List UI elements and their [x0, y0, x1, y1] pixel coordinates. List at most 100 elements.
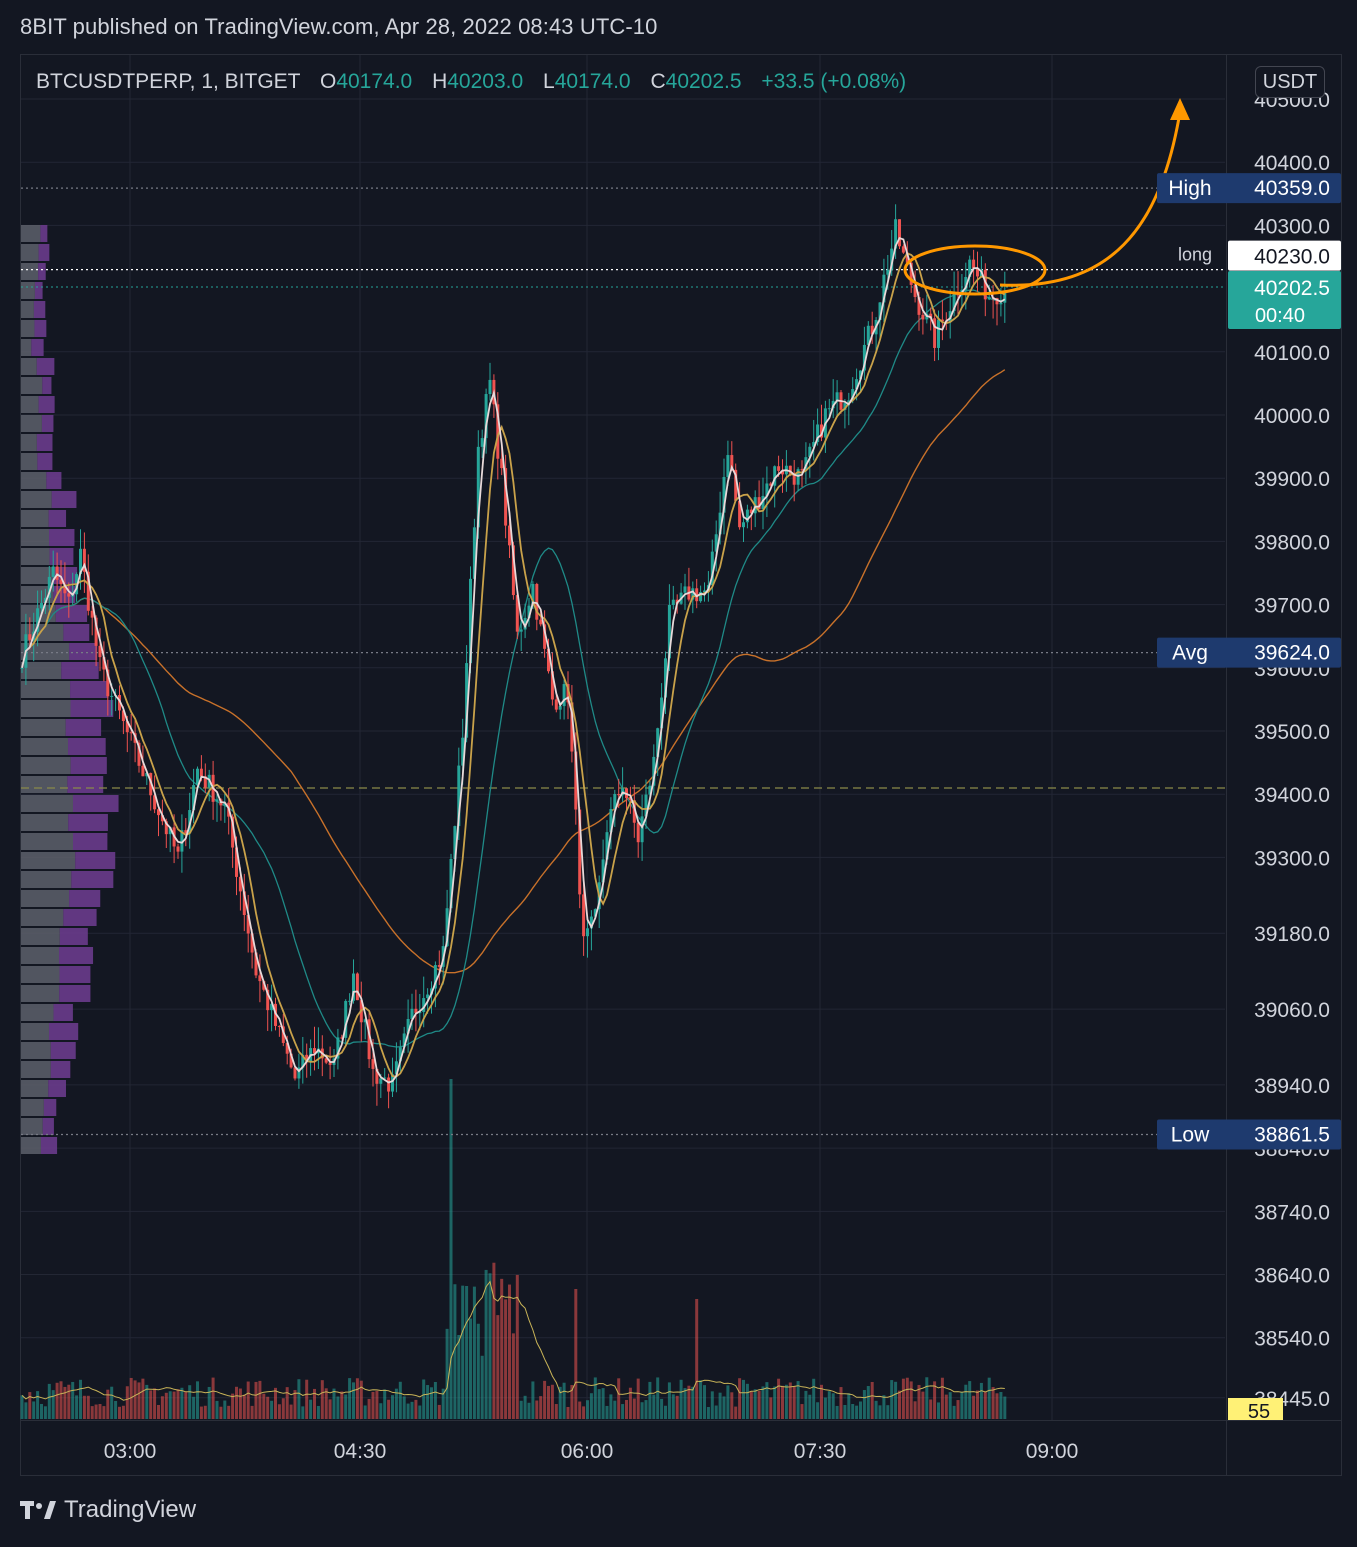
volume-bar	[913, 1401, 917, 1419]
volume-bar	[180, 1387, 184, 1419]
candle-body	[43, 597, 47, 603]
volume-bar	[562, 1382, 566, 1419]
volume-bar	[223, 1400, 227, 1419]
volume-bar	[535, 1400, 539, 1419]
profile-bar-up	[21, 890, 70, 907]
volume-bar	[820, 1384, 823, 1419]
candle-body	[566, 684, 570, 703]
volume-bar	[160, 1396, 164, 1419]
candle-body	[968, 259, 972, 277]
volume-bar	[964, 1384, 968, 1419]
candle-body	[496, 404, 500, 459]
last-price-box	[1228, 271, 1341, 330]
candle-body	[215, 799, 219, 802]
volume-bar	[433, 1381, 437, 1419]
candle-body	[695, 588, 699, 602]
profile-bar-down	[42, 377, 52, 394]
volume-profile	[21, 225, 119, 1154]
candle-body	[242, 891, 246, 916]
profile-bar-up	[21, 510, 49, 527]
volume-bar	[937, 1402, 940, 1419]
profile-bar-down	[63, 624, 90, 641]
volume-bar	[125, 1386, 129, 1419]
volume-bar	[320, 1380, 324, 1419]
profile-bar-up	[21, 814, 69, 831]
candle-body	[480, 438, 484, 447]
symbol-label: BTCUSDTPERP, 1, BITGET	[36, 70, 301, 93]
volume-bar	[20, 1395, 24, 1419]
volume-bar	[47, 1383, 51, 1419]
candle-body	[586, 928, 589, 937]
volume-bar	[71, 1381, 75, 1419]
price-tick-label: 40300.0	[1254, 215, 1330, 238]
volume-bar	[394, 1388, 398, 1419]
volume-bar	[699, 1380, 703, 1419]
currency-button[interactable]: USDT	[1255, 66, 1325, 98]
volume-bar	[254, 1381, 258, 1419]
candle-body	[718, 512, 722, 535]
profile-bar-up	[21, 282, 35, 299]
price-tick-label: 39700.0	[1254, 595, 1330, 618]
candle-body	[344, 1001, 348, 1038]
candle-body	[917, 297, 921, 315]
volume-bar	[683, 1388, 687, 1419]
candle-body	[379, 1078, 383, 1084]
candle-body	[274, 1003, 277, 1026]
candle-body	[402, 1033, 406, 1048]
annotation-arrow	[999, 111, 1182, 287]
profile-bar-up	[21, 719, 66, 736]
profile-bar-up	[21, 244, 39, 261]
price-tick-label: 39060.0	[1254, 999, 1330, 1022]
candle-body	[328, 1062, 332, 1065]
price-tick-label: 38940.0	[1254, 1075, 1330, 1098]
volume-bar	[722, 1396, 726, 1419]
time-axis-divider	[20, 1420, 1342, 1421]
volume-bar	[469, 1318, 472, 1419]
candle-body	[118, 695, 121, 711]
volume-bar	[812, 1378, 816, 1419]
profile-bar-up	[21, 415, 42, 432]
candle-body	[878, 302, 882, 320]
candle-body	[660, 697, 664, 729]
volume-bar	[211, 1377, 215, 1419]
volume-bar	[258, 1380, 262, 1419]
profile-bar-down	[72, 795, 119, 812]
volume-bar	[905, 1377, 909, 1419]
candle-body	[472, 527, 476, 579]
candle-body	[453, 826, 457, 859]
volume-bar	[866, 1386, 870, 1419]
volume-bar	[418, 1405, 422, 1419]
arrow-head-icon	[1170, 98, 1190, 120]
candle-body	[199, 768, 203, 777]
volume-bar	[839, 1387, 843, 1419]
profile-bar-up	[21, 852, 76, 869]
volume-bar	[917, 1384, 921, 1419]
profile-bar-down	[53, 586, 76, 603]
candle-body	[437, 965, 441, 967]
candle-body	[882, 274, 886, 303]
candle-body	[121, 710, 125, 722]
candle-body	[632, 800, 636, 823]
volume-bar	[398, 1381, 402, 1419]
volume-bar	[500, 1278, 504, 1419]
profile-bar-down	[53, 1004, 73, 1021]
candle-body	[648, 785, 652, 795]
volume-bar	[632, 1398, 636, 1419]
candle-body	[515, 595, 519, 632]
profile-bar-down	[49, 548, 74, 565]
candle-body	[929, 313, 933, 319]
profile-bar-down	[70, 700, 114, 717]
candle-body	[168, 827, 172, 835]
profile-bar-up	[21, 1023, 49, 1040]
profile-bar-down	[59, 928, 88, 945]
volume-badge-label: 55	[1248, 1401, 1270, 1423]
candle-body	[250, 933, 254, 953]
volume-bar	[800, 1404, 804, 1419]
volume-bar	[274, 1387, 277, 1419]
candle-body	[36, 608, 40, 632]
volume-bar	[461, 1285, 465, 1419]
candle-body	[398, 1047, 402, 1062]
candle-body	[196, 768, 199, 786]
candle-body	[367, 1019, 371, 1060]
